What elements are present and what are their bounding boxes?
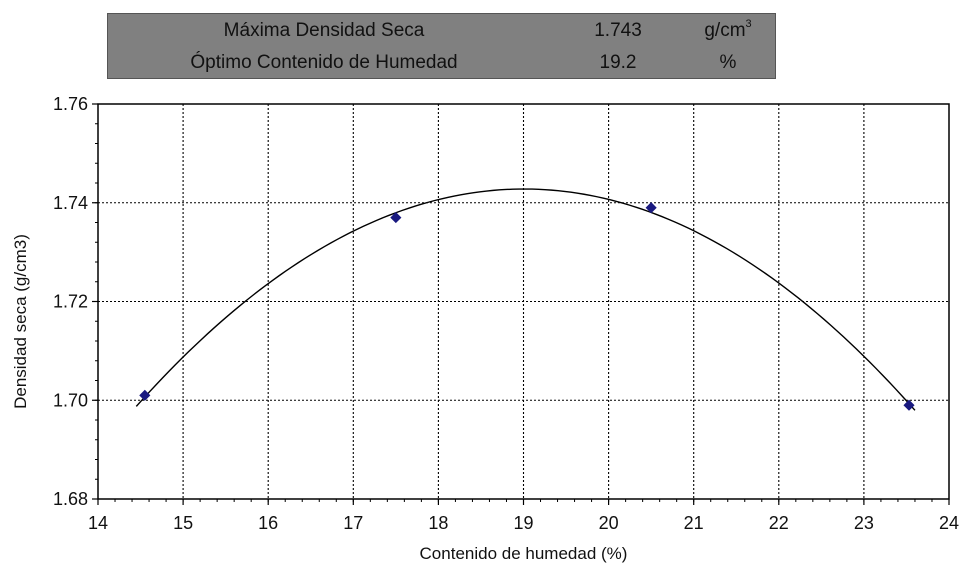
x-tick-label: 22 bbox=[769, 513, 789, 533]
x-tick-label: 20 bbox=[599, 513, 619, 533]
fit-curve bbox=[135, 188, 916, 411]
max-density-value: 1.743 bbox=[594, 20, 642, 41]
y-tick-label: 1.72 bbox=[53, 292, 88, 312]
fit-curve-layer bbox=[135, 188, 916, 411]
y-tick-label: 1.70 bbox=[53, 390, 88, 410]
x-tick-label: 21 bbox=[684, 513, 704, 533]
x-tick-label: 17 bbox=[343, 513, 363, 533]
data-point bbox=[390, 211, 402, 224]
max-density-unit-sup: 3 bbox=[745, 18, 752, 30]
data-point bbox=[645, 202, 657, 214]
max-density-unit-text: g/cm bbox=[704, 20, 746, 41]
optimal-moisture-unit: % bbox=[678, 48, 778, 78]
max-density-label: Máxima Densidad Seca bbox=[223, 20, 425, 41]
x-tick-label: 16 bbox=[258, 513, 278, 533]
y-tick-label: 1.76 bbox=[53, 94, 88, 114]
optimal-moisture-unit-text: % bbox=[719, 52, 737, 73]
x-axis-title: Contenido de humedad (%) bbox=[420, 544, 628, 563]
summary-row-optimal-moisture: Óptimo Contenido de Humedad 19.2 % bbox=[108, 48, 775, 78]
optimal-moisture-label: Óptimo Contenido de Humedad bbox=[190, 52, 458, 73]
y-tick-label: 1.74 bbox=[53, 193, 88, 213]
max-density-unit: g/cm3 bbox=[678, 16, 778, 46]
x-tick-label: 14 bbox=[88, 513, 108, 533]
optimal-moisture-value: 19.2 bbox=[599, 52, 637, 73]
summary-row-max-density: Máxima Densidad Seca 1.743 g/cm3 bbox=[108, 16, 775, 46]
x-tick-label: 24 bbox=[939, 513, 959, 533]
y-axis-title: Densidad seca (g/cm3) bbox=[11, 234, 30, 409]
x-tick-label: 19 bbox=[513, 513, 533, 533]
axes bbox=[92, 103, 950, 505]
grid bbox=[98, 104, 949, 499]
data-point bbox=[139, 389, 151, 401]
summary-table: Máxima Densidad Seca 1.743 g/cm3 Óptimo … bbox=[107, 13, 776, 79]
data-points bbox=[139, 202, 915, 411]
x-tick-label: 23 bbox=[854, 513, 874, 533]
x-tick-label: 18 bbox=[428, 513, 448, 533]
data-point bbox=[903, 399, 915, 411]
tick-labels: 14 15 16 17 18 19 20 21 22 23 24 1.68 1.70 1.72 1.74 1.… bbox=[53, 94, 959, 533]
x-tick-label: 15 bbox=[173, 513, 193, 533]
y-tick-label: 1.68 bbox=[53, 489, 88, 509]
